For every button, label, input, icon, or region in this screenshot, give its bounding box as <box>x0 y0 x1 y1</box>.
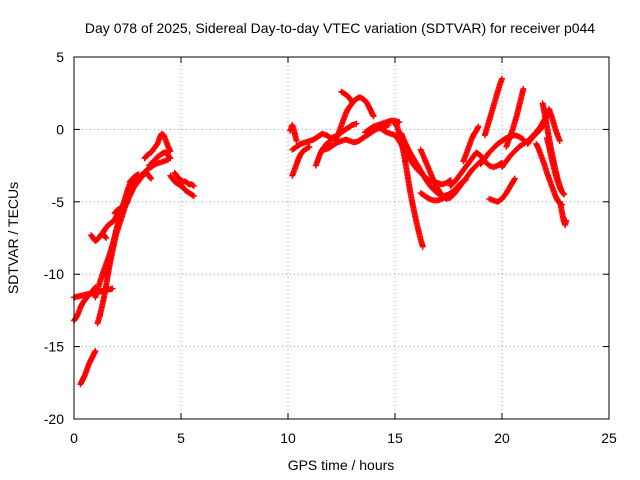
x-tick-label: 10 <box>280 430 296 446</box>
data-point <box>190 193 197 200</box>
series-seg34 <box>486 175 518 205</box>
data-point <box>456 184 463 191</box>
data-point <box>419 243 426 250</box>
series-seg13 <box>135 169 155 185</box>
data-point <box>326 138 333 145</box>
series-seg8 <box>88 230 110 244</box>
data-point <box>446 177 453 184</box>
data-point <box>511 176 518 183</box>
series-seg33 <box>503 85 527 150</box>
series-seg40 <box>556 198 570 228</box>
data-point <box>447 177 454 184</box>
data-point <box>370 113 377 120</box>
data-point <box>189 182 196 189</box>
series-seg25 <box>392 120 426 250</box>
series-seg12 <box>145 149 174 169</box>
x-tick-label: 25 <box>601 430 617 446</box>
series-seg28 <box>417 184 463 204</box>
data-point <box>348 97 355 104</box>
data-point <box>103 235 110 241</box>
series-seg10 <box>126 156 172 185</box>
data-point <box>560 190 567 197</box>
series-seg30 <box>460 123 482 165</box>
data-points <box>71 75 570 388</box>
series-seg14 <box>167 172 197 200</box>
series-seg11 <box>141 130 174 162</box>
plot-frame <box>73 56 610 420</box>
series-seg37 <box>533 140 565 208</box>
y-tick-label: 5 <box>56 49 64 65</box>
data-point <box>475 123 482 130</box>
y-tick-label: -5 <box>52 194 65 210</box>
data-point <box>147 174 154 181</box>
data-point <box>349 98 356 105</box>
axis-ticks: 0 5 10 15 20 25 5 0 -5 -10 -15 -20 <box>44 49 617 446</box>
grid-lines <box>74 57 609 419</box>
y-axis-label: SDTVAR / TECUs <box>5 182 21 294</box>
data-point <box>511 175 518 182</box>
series-seg9 <box>111 198 131 217</box>
data-point <box>305 144 312 151</box>
x-tick-label: 5 <box>177 430 185 446</box>
series-seg29 <box>447 149 505 189</box>
data-point <box>167 155 174 162</box>
data-point <box>124 198 131 205</box>
x-tick-label: 0 <box>70 430 78 446</box>
data-point <box>520 85 527 92</box>
chart-title: Day 078 of 2025, Sidereal Day-to-day VTE… <box>85 20 595 36</box>
series-seg16 <box>287 122 300 144</box>
data-point <box>519 135 526 142</box>
data-point <box>353 120 360 127</box>
y-tick-label: -15 <box>44 339 64 355</box>
y-tick-label: 0 <box>56 121 64 137</box>
x-axis-label: GPS time / hours <box>288 457 395 473</box>
series-seg4 <box>94 171 142 327</box>
data-point <box>556 137 563 144</box>
x-tick-label: 15 <box>387 430 403 446</box>
x-tick-label: 20 <box>494 430 510 446</box>
data-point <box>561 191 568 198</box>
series-seg17 <box>289 143 313 179</box>
y-tick-label: -10 <box>44 266 64 282</box>
data-point <box>109 285 116 292</box>
data-point <box>92 347 99 354</box>
data-point <box>167 148 174 155</box>
series-seg31 <box>481 75 505 139</box>
data-point <box>123 199 130 206</box>
series-seg22 <box>338 88 356 105</box>
data-point <box>499 75 505 82</box>
data-point <box>563 217 570 224</box>
data-point <box>166 154 173 161</box>
data-point <box>455 185 462 192</box>
data-point <box>190 182 197 189</box>
series-seg19 <box>312 137 334 169</box>
series-seg15 <box>171 169 197 189</box>
data-point <box>189 192 196 199</box>
series-seg32 <box>477 132 527 168</box>
series-seg1 <box>77 347 99 388</box>
data-point <box>113 214 120 221</box>
data-point <box>102 234 109 241</box>
series-seg20 <box>321 122 392 153</box>
data-point <box>148 175 155 182</box>
data-point <box>396 119 403 126</box>
y-tick-label: -20 <box>44 411 64 427</box>
series-seg39 <box>543 135 568 198</box>
data-point <box>293 137 300 144</box>
data-point <box>306 143 313 150</box>
